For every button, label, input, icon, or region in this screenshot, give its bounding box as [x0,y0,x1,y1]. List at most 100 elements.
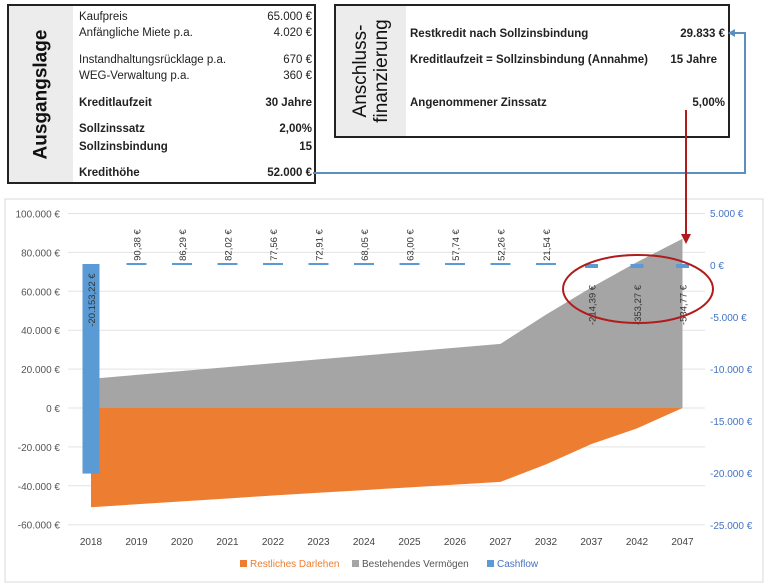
row-value: 670 € [283,54,312,66]
cashflow-bar [172,263,192,265]
right-tick-label: 5.000 € [710,209,744,220]
left-tick-label: 20.000 € [21,365,60,376]
x-tick-label: 2021 [216,537,239,548]
left-tick-label: 100.000 € [16,210,61,221]
cashflow-bar [445,263,465,265]
x-tick-label: 2047 [671,537,694,548]
left-tick-label: 60.000 € [21,287,60,298]
legend-swatch [240,560,247,567]
x-tick-label: 2019 [125,537,148,548]
row-value: 15 [299,141,312,153]
cashflow-data-label: 57,74 € [451,228,462,260]
cashflow-bar [630,264,644,268]
anschluss-header: Anschluss-finanzierung [336,6,406,136]
row-label: Kreditlaufzeit = Sollzinsbindung (Annahm… [410,54,648,66]
cashflow-data-label: 86,29 € [178,228,189,260]
x-tick-label: 2023 [307,537,330,548]
right-tick-label: -25.000 € [710,521,753,532]
row-label: Kreditlaufzeit [79,97,152,109]
row-label: Sollzinssatz [79,123,145,135]
row-label: Kaufpreis [79,11,128,23]
cashflow-bar [399,263,420,265]
row-value: 29.833 € [680,28,725,40]
x-tick-label: 2024 [353,537,376,548]
row-value: 52.000 € [267,167,312,179]
x-tick-label: 2032 [535,537,558,548]
cashflow-bar [585,264,598,268]
left-tick-label: -60.000 € [18,521,61,532]
area-restliches-darlehen [91,408,683,508]
right-tick-label: -5.000 € [710,313,747,324]
x-tick-label: 2020 [171,537,194,548]
cashflow-data-label: 63,00 € [406,228,417,260]
x-tick-label: 2037 [580,537,603,548]
row-label: Angenommener Zinssatz [410,97,547,109]
cashflow-bar [490,263,511,265]
row-label: WEG-Verwaltung p.a. [79,70,190,82]
cashflow-bar [217,263,238,265]
legend-swatch [487,560,494,567]
cashflow-data-label: -353,27 € [633,284,644,325]
row-label: Anfängliche Miete p.a. [79,27,193,39]
x-tick-label: 2026 [444,537,467,548]
row-value: 15 Jahre [670,54,717,66]
row-value: 5,00% [692,97,725,109]
cashflow-bar [126,263,147,265]
ausgangslage-row: Sollzinssatz 2,00% [79,123,312,135]
row-label: Restkredit nach Sollzinsbindung [410,28,589,40]
ausgangslage-row: Anfängliche Miete p.a. 4.020 € [79,27,312,39]
row-value: 2,00% [279,123,312,135]
legend-swatch [352,560,359,567]
left-tick-label: -40.000 € [18,482,61,493]
row-value: 4.020 € [273,27,312,39]
row-label: Instandhaltungsrücklage p.a. [79,54,227,66]
right-tick-label: -10.000 € [710,365,753,376]
left-tick-label: 80.000 € [21,248,60,259]
ausgangslage-table: Ausgangslage Kaufpreis 65.000 € Anfänglich… [7,4,316,184]
left-tick-label: -20.000 € [18,443,61,454]
cashflow-data-label: 90,38 € [133,228,144,260]
cashflow-bar [676,264,689,268]
cashflow-data-label: 77,56 € [269,228,280,260]
cashflow-bar [263,263,283,265]
cashflow-bar [82,264,100,474]
arrow-down-icon [681,234,691,244]
anschluss-table: Anschluss-finanzierung Restkredit nach S… [334,4,730,138]
legend-label: Restliches Darlehen [250,559,340,570]
ausgangslage-row: Instandhaltungsrücklage p.a. 670 € [79,54,312,66]
cashflow-data-label: 72,91 € [315,228,326,260]
anschluss-row: Kreditlaufzeit = Sollzinsbindung (Annahm… [410,54,725,66]
left-tick-label: 0 € [46,404,60,415]
cashflow-data-label: 82,02 € [224,228,235,260]
x-tick-label: 2027 [489,537,512,548]
cashflow-data-label: 21,54 € [542,228,553,260]
highlight-ellipse [562,254,714,324]
row-label: Sollzinsbindung [79,141,168,153]
row-value: 65.000 € [267,11,312,23]
row-value: 30 Jahre [265,97,312,109]
x-tick-label: 2022 [262,537,285,548]
cashflow-data-label: -534,77 € [679,284,690,325]
row-value: 360 € [283,70,312,82]
area-bestehendes-vermoegen [91,238,683,408]
ausgangslage-row: Kaufpreis 65.000 € [79,11,312,23]
ausgangslage-row: WEG-Verwaltung p.a. 360 € [79,70,312,82]
anschluss-row: Angenommener Zinssatz 5,00% [410,97,725,109]
ausgangslage-row: Kreditlaufzeit 30 Jahre [79,97,312,109]
cashflow-data-label: 68,05 € [360,228,371,260]
right-tick-label: -20.000 € [710,469,753,480]
legend-label: Cashflow [497,559,539,570]
cashflow-data-label: -20.153,22 € [87,273,98,327]
x-tick-label: 2018 [80,537,103,548]
arrow-head-icon [728,29,735,37]
cashflow-data-label: 52,26 € [497,228,508,260]
legend-label: Bestehendes Vermögen [362,559,469,570]
cashflow-data-label: -214,39 € [588,284,599,325]
ausgangslage-row: Kredithöhe 52.000 € [79,167,312,179]
right-tick-label: -15.000 € [710,417,753,428]
ausgangslage-header: Ausgangslage [9,6,73,182]
cashflow-bar [536,263,556,265]
left-tick-label: 40.000 € [21,326,60,337]
cashflow-bar [308,263,329,265]
